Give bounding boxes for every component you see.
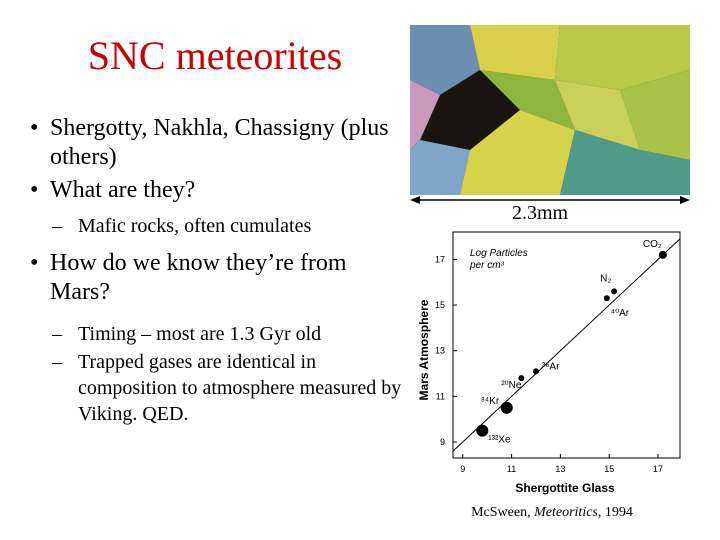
- bullet-list: Shergotty, Nakhla, Chassigny (plus other…: [8, 114, 403, 437]
- sub-bullet: Mafic rocks, often cumulates: [8, 213, 403, 239]
- y-tick-label: 17: [435, 254, 445, 264]
- sub-bullet: Trapped gases are identical in compositi…: [8, 349, 403, 427]
- slide-title: SNC meteorites: [87, 33, 343, 78]
- data-point: [658, 250, 667, 259]
- y-tick-label: 13: [435, 346, 445, 356]
- data-point: [500, 401, 513, 414]
- y-axis-label: Mars Atmosphere: [417, 299, 431, 400]
- one-to-one-line: [452, 238, 681, 452]
- arrow-head: [680, 196, 690, 204]
- x-tick-label: 15: [604, 464, 614, 474]
- bullet: How do we know they’re from Mars?: [8, 249, 403, 307]
- citation: McSween, Meteoritics, 1994: [471, 505, 633, 520]
- x-tick-label: 13: [555, 464, 565, 474]
- citation-year: , 1994: [598, 505, 633, 520]
- data-point: [611, 288, 618, 295]
- y-tick-label: 9: [440, 437, 445, 447]
- x-axis-label: Shergottite Glass: [515, 481, 615, 495]
- point-label: CO₂: [643, 239, 662, 250]
- thin-section-photo: [410, 25, 690, 195]
- y-tick-label: 15: [435, 300, 445, 310]
- plot-frame: [452, 231, 681, 459]
- data-point: [518, 375, 525, 382]
- point-label: ⁸⁴Kr: [481, 396, 500, 407]
- arrow-head: [410, 196, 420, 204]
- sub-bullet: Timing – most are 1.3 Gyr old: [8, 321, 403, 347]
- point-label: ¹³²Xe: [488, 435, 511, 446]
- note: per cm³: [469, 260, 505, 271]
- x-tick-label: 17: [653, 464, 663, 474]
- data-point: [532, 368, 539, 375]
- y-tick-label: 11: [436, 391, 445, 401]
- x-tick-label: 11: [507, 464, 516, 474]
- citation-author: McSween,: [471, 505, 534, 520]
- data-point: [476, 424, 489, 437]
- point-label: ⁴⁰Ar: [611, 308, 630, 319]
- data-point: [603, 295, 610, 302]
- x-tick-label: 9: [460, 464, 465, 474]
- point-label: ²⁰Ne: [501, 380, 522, 391]
- citation-journal: Meteoritics: [533, 505, 598, 520]
- point-label: N₂: [600, 273, 611, 284]
- scale-label: 2.3mm: [512, 202, 569, 224]
- note: Log Particles: [470, 248, 528, 259]
- bullet: Shergotty, Nakhla, Chassigny (plus other…: [8, 114, 403, 172]
- point-label: ³⁶Ar: [542, 361, 560, 372]
- bullet: What are they?: [8, 176, 403, 205]
